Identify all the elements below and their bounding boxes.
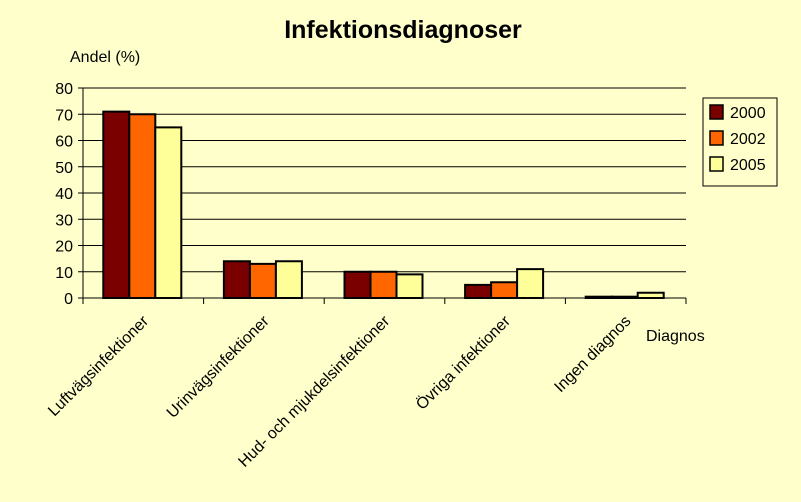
legend-label-2000: 2000 — [730, 105, 766, 122]
y-tick-label: 70 — [55, 107, 73, 124]
legend-swatch-2002 — [709, 130, 724, 146]
bar-2000-2 — [343, 270, 372, 299]
category-label: Övriga infektioner — [413, 312, 515, 414]
y-tick-label: 10 — [55, 265, 73, 282]
category-labels: Luftvägsinfektioner UrinvägsinfektionerHu… — [45, 312, 634, 471]
legend-label-2005: 2005 — [730, 157, 766, 174]
bar-2000-1 — [222, 260, 251, 299]
y-tick-label: 0 — [64, 291, 73, 308]
y-tick-label: 20 — [55, 239, 73, 256]
bar-2002-1 — [248, 262, 277, 299]
category-label: Urinvägsinfektioner — [164, 312, 273, 421]
category-label: Ingen diagnos — [551, 313, 634, 396]
y-tick-label: 30 — [55, 212, 73, 229]
bar-2000-0 — [102, 110, 131, 299]
legend-swatch-2000 — [709, 104, 724, 120]
bar-2005-2 — [395, 273, 424, 299]
category-label: Luftvägsinfektioner — [45, 312, 152, 419]
bar-2005-0 — [154, 126, 183, 299]
y-tick-label: 60 — [55, 134, 73, 151]
gridlines — [83, 87, 686, 273]
x-axis-label: Diagnos — [646, 328, 705, 345]
bar-2002-3 — [490, 281, 519, 299]
bar-2005-4 — [636, 291, 665, 299]
axes — [78, 87, 687, 304]
y-tick-labels: 0 10 20 30 40 50 60 70 80 — [55, 81, 73, 308]
legend: 2000 2002 2005 — [702, 97, 778, 187]
y-tick-label: 40 — [55, 186, 73, 203]
bar-2002-0 — [128, 113, 157, 299]
bar-2005-1 — [274, 260, 303, 299]
bar-2002-2 — [369, 270, 398, 299]
bar-2000-3 — [464, 283, 493, 299]
chart-title: Infektionsdiagnoser — [284, 16, 522, 44]
legend-label-2002: 2002 — [730, 131, 766, 148]
bars — [102, 110, 665, 299]
legend-swatch-2005 — [709, 156, 724, 172]
y-tick-label: 50 — [55, 160, 73, 177]
y-tick-label: 80 — [55, 81, 73, 98]
y-axis-label: Andel (%) — [70, 49, 140, 66]
bar-2005-3 — [516, 268, 545, 299]
